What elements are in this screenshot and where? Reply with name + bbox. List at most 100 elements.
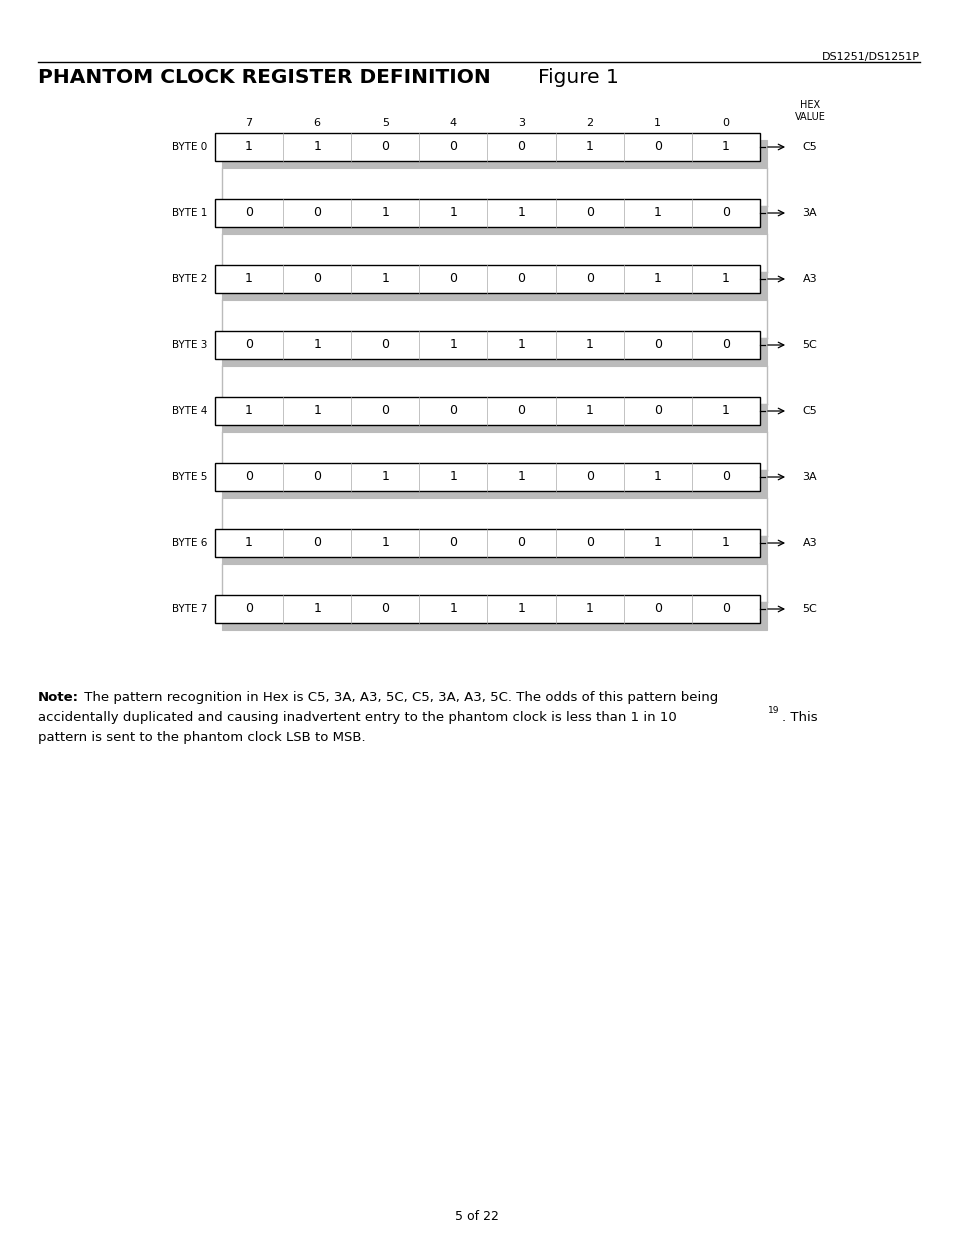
Text: 0: 0 bbox=[721, 206, 729, 220]
Text: 0: 0 bbox=[721, 119, 729, 128]
Text: 0: 0 bbox=[449, 405, 456, 417]
Text: DS1251/DS1251P: DS1251/DS1251P bbox=[821, 52, 919, 62]
Text: 1: 1 bbox=[449, 206, 456, 220]
Text: 1: 1 bbox=[721, 405, 729, 417]
Text: 5 of 22: 5 of 22 bbox=[455, 1210, 498, 1223]
Text: 0: 0 bbox=[313, 206, 321, 220]
Text: 0: 0 bbox=[721, 603, 729, 615]
Text: 0: 0 bbox=[381, 603, 389, 615]
Text: 0: 0 bbox=[313, 471, 321, 483]
Text: 1: 1 bbox=[585, 141, 593, 153]
Text: 2: 2 bbox=[585, 119, 593, 128]
Text: 5: 5 bbox=[381, 119, 389, 128]
Text: BYTE 3: BYTE 3 bbox=[172, 340, 207, 350]
Text: 1: 1 bbox=[721, 273, 729, 285]
Bar bbox=[214, 133, 760, 161]
Text: PHANTOM CLOCK REGISTER DEFINITION: PHANTOM CLOCK REGISTER DEFINITION bbox=[38, 68, 490, 86]
Text: 0: 0 bbox=[381, 405, 389, 417]
Text: 1: 1 bbox=[517, 338, 525, 352]
Text: HEX
VALUE: HEX VALUE bbox=[794, 100, 824, 122]
Text: 0: 0 bbox=[585, 471, 593, 483]
Text: 1: 1 bbox=[517, 603, 525, 615]
Bar bbox=[214, 595, 760, 622]
Bar bbox=[214, 266, 760, 293]
Bar bbox=[222, 471, 766, 498]
Text: BYTE 0: BYTE 0 bbox=[172, 142, 207, 152]
Text: 1: 1 bbox=[653, 206, 661, 220]
Text: 1: 1 bbox=[721, 536, 729, 550]
Text: 1: 1 bbox=[245, 405, 253, 417]
Text: 1: 1 bbox=[653, 536, 661, 550]
Text: The pattern recognition in Hex is C5, 3A, A3, 5C, C5, 3A, A3, 5C. The odds of th: The pattern recognition in Hex is C5, 3A… bbox=[80, 692, 718, 704]
Text: 1: 1 bbox=[585, 338, 593, 352]
Text: 1: 1 bbox=[245, 273, 253, 285]
Text: 1: 1 bbox=[245, 141, 253, 153]
Text: 0: 0 bbox=[449, 536, 456, 550]
Text: 1: 1 bbox=[313, 603, 321, 615]
Text: 1: 1 bbox=[585, 405, 593, 417]
Text: 3: 3 bbox=[517, 119, 524, 128]
Text: 1: 1 bbox=[313, 338, 321, 352]
Text: 1: 1 bbox=[517, 471, 525, 483]
Text: 1: 1 bbox=[313, 141, 321, 153]
Text: 0: 0 bbox=[653, 405, 661, 417]
Text: 0: 0 bbox=[653, 338, 661, 352]
Text: 1: 1 bbox=[653, 273, 661, 285]
Text: 7: 7 bbox=[245, 119, 253, 128]
Text: C5: C5 bbox=[801, 142, 817, 152]
Text: A3: A3 bbox=[801, 274, 817, 284]
Text: 0: 0 bbox=[449, 273, 456, 285]
Text: 0: 0 bbox=[585, 273, 593, 285]
Bar bbox=[214, 396, 760, 425]
Text: BYTE 4: BYTE 4 bbox=[172, 406, 207, 416]
Text: 1: 1 bbox=[517, 206, 525, 220]
Text: 3A: 3A bbox=[801, 472, 817, 482]
Text: 19: 19 bbox=[767, 706, 779, 715]
Text: 0: 0 bbox=[313, 273, 321, 285]
Text: 1: 1 bbox=[721, 141, 729, 153]
Text: Figure 1: Figure 1 bbox=[537, 68, 618, 86]
Text: 0: 0 bbox=[653, 141, 661, 153]
Text: 0: 0 bbox=[381, 338, 389, 352]
Text: 1: 1 bbox=[653, 471, 661, 483]
Text: BYTE 5: BYTE 5 bbox=[172, 472, 207, 482]
Text: 1: 1 bbox=[585, 603, 593, 615]
Bar bbox=[214, 463, 760, 492]
Text: Note:: Note: bbox=[38, 692, 79, 704]
Text: BYTE 1: BYTE 1 bbox=[172, 207, 207, 219]
Text: C5: C5 bbox=[801, 406, 817, 416]
Text: 1: 1 bbox=[381, 273, 389, 285]
Text: 1: 1 bbox=[313, 405, 321, 417]
Text: 0: 0 bbox=[585, 536, 593, 550]
Text: 0: 0 bbox=[245, 603, 253, 615]
Bar bbox=[222, 536, 766, 564]
Text: . This: . This bbox=[781, 711, 817, 724]
Bar bbox=[222, 338, 766, 366]
Text: 0: 0 bbox=[245, 471, 253, 483]
Text: 0: 0 bbox=[517, 141, 525, 153]
Text: 0: 0 bbox=[721, 338, 729, 352]
Text: 0: 0 bbox=[517, 405, 525, 417]
Bar bbox=[222, 404, 766, 432]
Text: 1: 1 bbox=[654, 119, 660, 128]
Text: 0: 0 bbox=[585, 206, 593, 220]
Text: 0: 0 bbox=[313, 536, 321, 550]
Text: BYTE 7: BYTE 7 bbox=[172, 604, 207, 614]
Text: 0: 0 bbox=[245, 206, 253, 220]
Bar bbox=[222, 206, 766, 233]
Bar bbox=[214, 529, 760, 557]
Text: 0: 0 bbox=[381, 141, 389, 153]
Text: 0: 0 bbox=[517, 536, 525, 550]
Text: 1: 1 bbox=[245, 536, 253, 550]
Text: 0: 0 bbox=[449, 141, 456, 153]
Text: 6: 6 bbox=[314, 119, 320, 128]
Text: 1: 1 bbox=[449, 338, 456, 352]
Text: 0: 0 bbox=[245, 338, 253, 352]
Bar bbox=[214, 331, 760, 359]
Bar bbox=[214, 199, 760, 227]
Text: 5C: 5C bbox=[801, 604, 817, 614]
Text: 3A: 3A bbox=[801, 207, 817, 219]
Bar bbox=[222, 272, 766, 300]
Text: pattern is sent to the phantom clock LSB to MSB.: pattern is sent to the phantom clock LSB… bbox=[38, 731, 365, 743]
Text: 1: 1 bbox=[449, 471, 456, 483]
